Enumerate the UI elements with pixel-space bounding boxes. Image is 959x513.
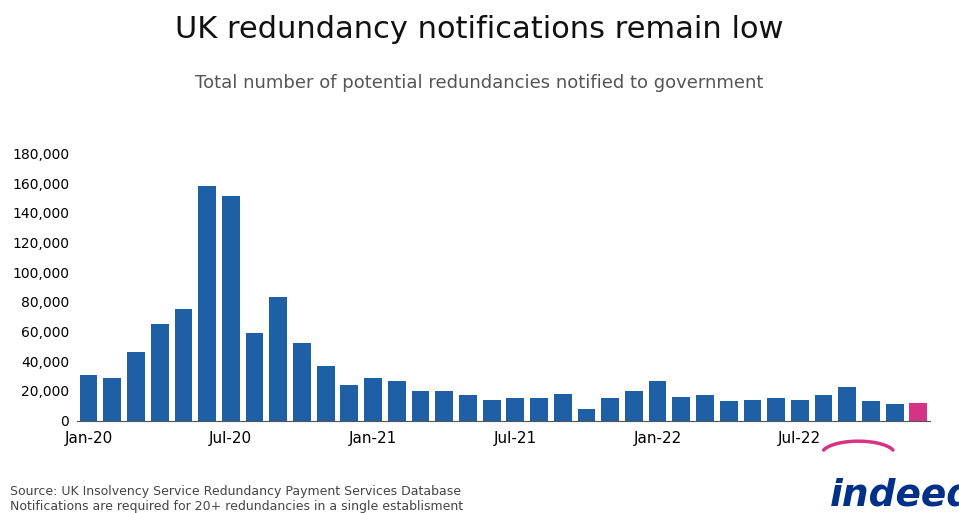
Text: Source: UK Insolvency Service Redundancy Payment Services Database
Notifications: Source: UK Insolvency Service Redundancy… — [10, 485, 462, 513]
Bar — [743, 400, 761, 421]
Bar — [554, 394, 572, 421]
Bar — [530, 399, 548, 421]
Bar — [672, 397, 690, 421]
Bar — [387, 381, 406, 421]
Text: Total number of potential redundancies notified to government: Total number of potential redundancies n… — [196, 74, 763, 92]
Bar — [151, 324, 169, 421]
Bar — [316, 366, 335, 421]
Bar — [128, 352, 145, 421]
Bar — [601, 399, 620, 421]
Text: UK redundancy notifications remain low: UK redundancy notifications remain low — [175, 15, 784, 45]
Bar — [886, 404, 903, 421]
Bar — [340, 385, 359, 421]
Bar — [814, 396, 832, 421]
Bar — [459, 396, 477, 421]
Bar — [199, 186, 216, 421]
Bar — [293, 343, 311, 421]
Bar — [246, 333, 264, 421]
Bar — [482, 400, 501, 421]
Bar — [909, 403, 927, 421]
Text: indeed: indeed — [830, 477, 959, 513]
Bar — [720, 401, 737, 421]
Bar — [625, 391, 643, 421]
Bar — [838, 386, 856, 421]
Bar — [791, 400, 808, 421]
Bar — [411, 391, 430, 421]
Bar — [506, 399, 525, 421]
Bar — [648, 381, 667, 421]
Bar — [767, 399, 785, 421]
Bar — [435, 391, 453, 421]
Bar — [696, 396, 713, 421]
Bar — [862, 401, 879, 421]
Bar — [104, 378, 121, 421]
Bar — [269, 298, 287, 421]
Bar — [222, 196, 240, 421]
Bar — [577, 409, 596, 421]
Bar — [364, 378, 382, 421]
Bar — [175, 309, 193, 421]
Bar — [80, 374, 98, 421]
